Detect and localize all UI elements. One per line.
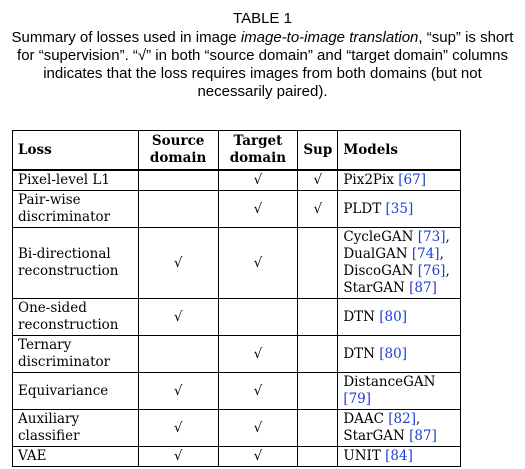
table-caption: TABLE 1 Summary of losses used in image … xyxy=(0,10,525,101)
loss-cell: Auxiliary classifier xyxy=(12,409,139,447)
table-title: TABLE 1 xyxy=(233,10,292,27)
table-row: VAE √ √ UNIT [84] xyxy=(12,446,461,467)
source-check-mark: √ xyxy=(137,227,219,299)
citation-link[interactable]: [79] xyxy=(343,391,372,407)
loss-cell: Bi-directional reconstruction xyxy=(12,227,139,299)
sup-cell xyxy=(297,298,339,336)
citation-link[interactable]: [87] xyxy=(409,280,437,296)
loss-cell: VAE xyxy=(12,446,139,467)
citation-link[interactable]: [82] xyxy=(388,411,416,427)
caption-text: Summary of losses used in image image-to… xyxy=(0,29,525,101)
target-check-mark: √ xyxy=(217,335,299,373)
header-loss: Loss xyxy=(12,130,139,171)
loss-cell: Pixel-level L1 xyxy=(12,169,139,191)
models-cell: Pix2Pix [67] xyxy=(337,169,461,191)
source-check-mark: √ xyxy=(137,409,219,447)
caption-text-post: , “sup” is short for “supervision”. “√” … xyxy=(17,29,514,100)
sup-cell xyxy=(297,372,339,410)
loss-cell: Pair-wise discriminator xyxy=(12,190,139,228)
caption-text-em: image-to-image translation xyxy=(240,29,419,46)
table-row: One-sided reconstruction √ DTN [80] xyxy=(12,298,461,336)
citation-link[interactable]: [87] xyxy=(409,428,437,444)
table-row: Equivariance √ √ DistanceGAN [79] xyxy=(12,372,461,410)
target-check-mark: √ xyxy=(217,169,299,191)
source-check-mark: √ xyxy=(137,372,219,410)
citation-link[interactable]: [74] xyxy=(411,246,440,262)
header-sup: Sup xyxy=(297,130,339,171)
target-check-mark: √ xyxy=(217,227,299,299)
header-source-domain: Source domain xyxy=(137,130,219,171)
header-target-domain: Target domain xyxy=(217,130,299,171)
table-row: Auxiliary classifier √ √ DAAC [82], Star… xyxy=(12,409,461,447)
citation-link[interactable]: [76] xyxy=(417,263,446,279)
source-check-mark: √ xyxy=(137,446,219,467)
loss-cell: Equivariance xyxy=(12,372,139,410)
models-cell: DAAC [82], StarGAN [87] xyxy=(337,409,461,447)
loss-cell: Ternary discriminator xyxy=(12,335,139,373)
citation-link[interactable]: [67] xyxy=(398,172,426,188)
loss-cell: One-sided reconstruction xyxy=(12,298,139,336)
target-check-mark: √ xyxy=(217,190,299,228)
source-cell xyxy=(137,335,219,373)
target-cell xyxy=(217,298,299,336)
table-row: Bi-directional reconstruction √ √ CycleG… xyxy=(12,227,461,299)
models-cell: UNIT [84] xyxy=(337,446,461,467)
source-cell xyxy=(137,190,219,228)
caption-text-pre: Summary of losses used in image xyxy=(11,29,241,46)
models-cell: PLDT [35] xyxy=(337,190,461,228)
target-check-mark: √ xyxy=(217,372,299,410)
models-cell: DistanceGAN [79] xyxy=(337,372,461,410)
table-row: Ternary discriminator √ DTN [80] xyxy=(12,335,461,373)
citation-link[interactable]: [80] xyxy=(379,308,407,325)
header-models: Models xyxy=(337,130,461,171)
citation-link[interactable]: [73] xyxy=(417,229,446,245)
citation-link[interactable]: [84] xyxy=(385,448,413,464)
citation-link[interactable]: [35] xyxy=(385,200,414,217)
citation-link[interactable]: [80] xyxy=(379,345,407,362)
sup-check-mark: √ xyxy=(297,169,339,191)
losses-table: Loss Source domain Target domain Sup Model… xyxy=(12,130,461,467)
table-row: Pixel-level L1 √ √ Pix2Pix [67] xyxy=(12,169,461,191)
models-cell: DTN [80] xyxy=(337,335,461,373)
sup-cell xyxy=(297,335,339,373)
table-row: Pair-wise discriminator √ √ PLDT [35] xyxy=(12,190,461,228)
sup-check-mark: √ xyxy=(297,190,339,228)
source-cell xyxy=(137,169,219,191)
header-row: Loss Source domain Target domain Sup Model… xyxy=(12,130,461,171)
models-cell: CycleGAN [73], DualGAN [74], DiscoGAN [7… xyxy=(337,227,461,299)
models-cell: DTN [80] xyxy=(337,298,461,336)
sup-cell xyxy=(297,227,339,299)
target-check-mark: √ xyxy=(217,446,299,467)
target-check-mark: √ xyxy=(217,409,299,447)
source-check-mark: √ xyxy=(137,298,219,336)
sup-cell xyxy=(297,409,339,447)
sup-cell xyxy=(297,446,339,467)
